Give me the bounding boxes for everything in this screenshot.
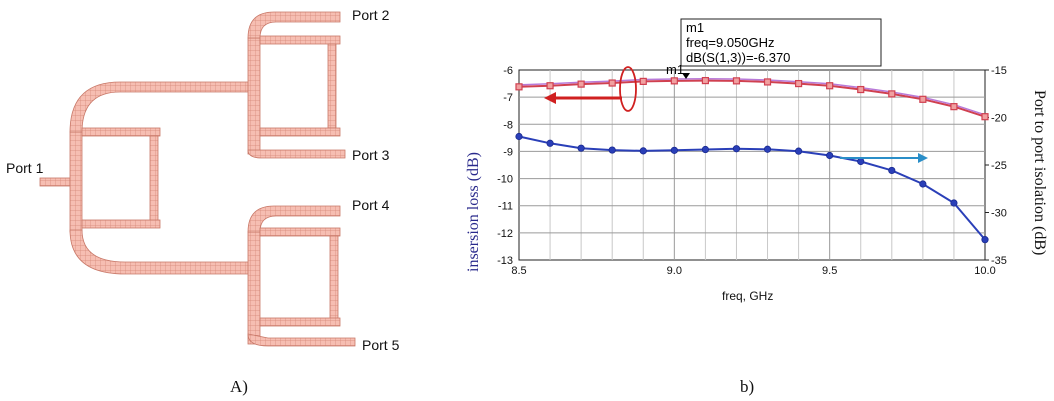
y-right-tick-label: -35 <box>991 255 1007 267</box>
port2-upper-stub <box>259 35 341 45</box>
y-right-tick-label: -30 <box>991 208 1007 220</box>
series-markers <box>515 76 989 244</box>
series-point <box>577 80 585 88</box>
port5-upper-stub <box>259 317 341 327</box>
y-left-tick-label: -8 <box>503 119 513 131</box>
port1-feed-line <box>39 177 71 187</box>
y-right-tick-label: -25 <box>991 160 1007 172</box>
series-point <box>732 77 741 85</box>
series-point <box>981 113 989 121</box>
main-vertical-trunk <box>69 131 83 233</box>
series-point <box>763 145 772 153</box>
series-point <box>608 146 616 154</box>
series-point <box>763 78 772 86</box>
caption-b: b) <box>740 377 754 396</box>
y-left-tick-label: -13 <box>497 255 513 267</box>
series-point <box>546 82 554 90</box>
loss-curve-ellipse <box>619 66 637 112</box>
caption-a: A) <box>230 377 248 396</box>
power-divider-layout <box>39 11 356 347</box>
marker-value: dB(S(1,3))=-6.370 <box>686 50 790 65</box>
x-tick-label: 10.0 <box>974 265 995 277</box>
upper-sub-trunk <box>247 37 261 155</box>
series-point <box>639 77 647 86</box>
series-point <box>950 103 958 111</box>
series-point <box>670 77 678 85</box>
x-tick-label: 8.5 <box>511 265 526 277</box>
x-tick-label: 9.5 <box>822 265 837 277</box>
lower-sub-trunk <box>247 231 261 345</box>
series-line-0 <box>518 79 986 118</box>
y-left-axis-label: insersion loss (dB) <box>465 152 482 272</box>
series-point <box>701 145 710 154</box>
y-left-tick-label: -7 <box>503 92 513 104</box>
series-point <box>919 180 927 188</box>
y-right-axis-label: Port to port isolation (dB) <box>1031 90 1048 255</box>
port-4-label: Port 4 <box>352 197 390 213</box>
port-2-label: Port 2 <box>352 7 390 23</box>
series-point <box>515 83 523 91</box>
inner-vertical-stub <box>149 135 159 221</box>
grid-lines <box>519 70 985 260</box>
port3-upper-stub <box>259 127 341 137</box>
series-point <box>515 132 523 141</box>
series-point <box>981 236 989 244</box>
upper-inner-stub <box>81 127 161 137</box>
x-axis-label: freq, GHz <box>722 289 773 303</box>
y-left-tick-labels: -6 -7 -8 -9 -10 -11 -12 -13 <box>497 65 513 267</box>
series-point <box>608 79 616 87</box>
series-point <box>670 146 678 154</box>
series-point <box>888 90 896 98</box>
series-point <box>794 79 803 88</box>
port4-lower-stub <box>259 227 341 237</box>
series-point <box>639 147 647 155</box>
series-lines <box>518 77 986 241</box>
y-left-tick-label: -9 <box>503 146 513 158</box>
marker-triangle <box>682 73 690 79</box>
port-1-label: Port 1 <box>6 160 44 176</box>
right-axis-arrowhead <box>918 153 928 163</box>
series-point <box>826 82 834 90</box>
port2-arm <box>247 11 341 39</box>
y-right-tick-label: -20 <box>991 113 1007 125</box>
series-point <box>546 139 554 147</box>
series-point <box>888 166 896 175</box>
y-left-tick-label: -6 <box>503 65 513 77</box>
series-point <box>950 199 958 207</box>
series-point <box>826 151 834 160</box>
marker-freq: freq=9.050GHz <box>686 35 775 50</box>
series-point <box>701 76 710 85</box>
y-right-tick-labels: -15 -20 -25 -30 -35 <box>985 65 1007 267</box>
port5-arm <box>247 333 356 347</box>
y-left-tick-label: -10 <box>497 174 513 186</box>
series-point <box>732 145 741 153</box>
lower-arc-branch <box>69 229 251 275</box>
series-line-2 <box>518 135 986 241</box>
series-point <box>857 157 865 166</box>
y-right-tick-label: -15 <box>991 65 1007 77</box>
left-axis-arrowhead <box>544 92 556 104</box>
port2-vertical-stub <box>327 43 337 129</box>
series-point <box>919 95 927 103</box>
series-point <box>857 85 865 94</box>
series-line-1 <box>518 77 986 116</box>
x-tick-label: 9.0 <box>667 265 682 277</box>
series-point <box>794 147 803 155</box>
port4-arm <box>247 205 341 233</box>
port-3-label: Port 3 <box>352 147 390 163</box>
port-5-label: Port 5 <box>362 337 400 353</box>
lower-inner-stub <box>81 219 161 229</box>
marker-point-label: m1 <box>666 62 684 77</box>
port3-arm <box>247 149 346 159</box>
s-parameter-chart: 8.5 9.0 9.5 10.0 -6 -7 -8 -9 -10 -11 -12 -13 -15 -2… <box>465 18 1048 303</box>
port4-vertical-stub <box>329 235 339 321</box>
marker-name: m1 <box>686 20 704 35</box>
y-left-tick-label: -11 <box>498 201 513 213</box>
x-tick-labels: 8.5 9.0 9.5 10.0 <box>511 265 995 277</box>
series-point <box>577 144 585 152</box>
y-left-tick-label: -12 <box>497 228 513 240</box>
marker-info-box <box>680 18 882 67</box>
upper-arc-branch <box>69 81 251 133</box>
